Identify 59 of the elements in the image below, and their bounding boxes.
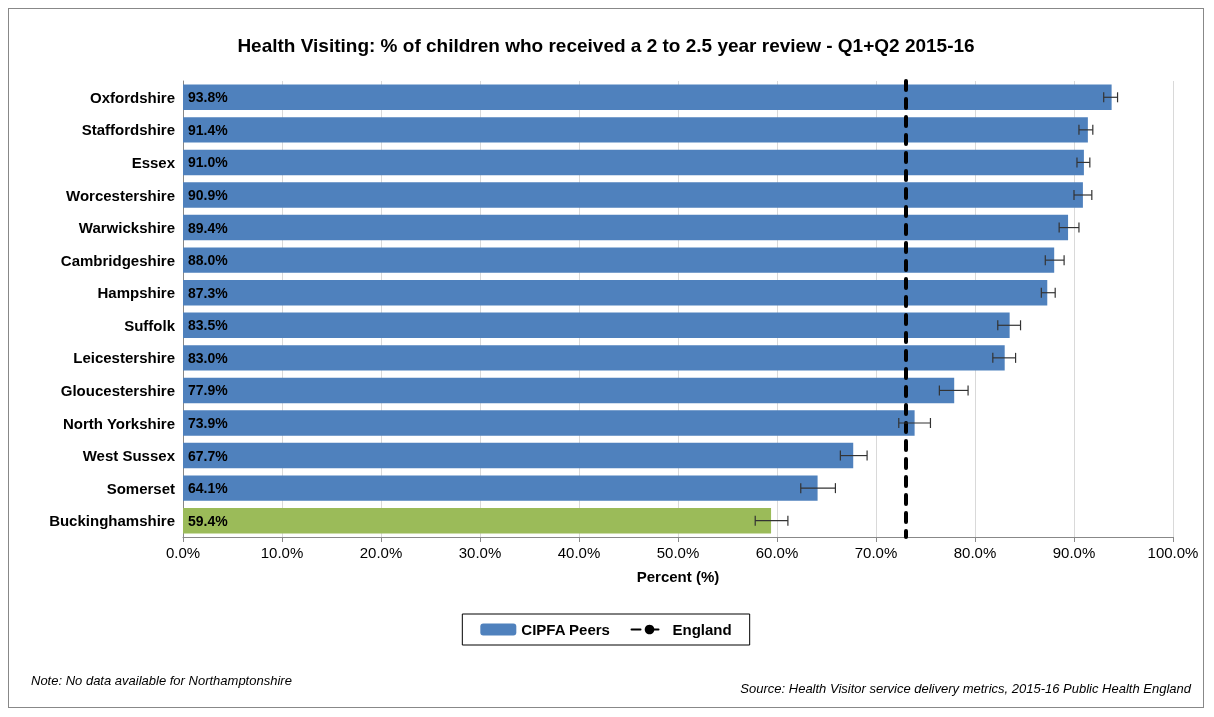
- chart-title: Health Visiting: % of children who received a 2 to 2.5 year review - Q1+Q2 2015-16: [237, 35, 975, 56]
- data-label: 91.4%: [188, 121, 229, 138]
- bar: [183, 149, 1084, 176]
- bar: [183, 214, 1069, 241]
- bar: [183, 182, 1083, 208]
- x-tick-label: 90.0%: [1052, 544, 1096, 561]
- y-tick-label: Oxfordshire: [89, 88, 175, 106]
- data-label: 88.0%: [188, 252, 229, 269]
- x-tick-label: 40.0%: [557, 544, 601, 561]
- data-label: 90.9%: [188, 187, 229, 203]
- data-label: 89.4%: [188, 219, 229, 236]
- bar: [183, 475, 818, 501]
- source-note: Source: Health Visitor service delivery metrics, 2015-16 Public Health England: [740, 681, 1192, 696]
- data-label: 67.7%: [188, 447, 229, 464]
- data-label: 64.1%: [188, 480, 229, 497]
- y-tick-label: Gloucestershire: [60, 381, 175, 399]
- y-tick-label: Cambridgeshire: [60, 251, 175, 269]
- bar: [183, 117, 1088, 143]
- y-tick-label: North Yorkshire: [63, 414, 175, 432]
- x-tick-label: 30.0%: [458, 544, 502, 561]
- bar: [183, 508, 772, 534]
- y-tick-label: Essex: [131, 153, 176, 171]
- x-tick-label: 70.0%: [854, 544, 898, 561]
- text: Note: No data available for Northamptonshire: [31, 673, 292, 688]
- legend-label: CIPFA Peers: [521, 621, 610, 638]
- y-tick-label: Staffordshire: [81, 121, 175, 139]
- x-tick-label: 10.0%: [260, 544, 304, 561]
- x-axis-title: Percent (%): [636, 568, 720, 585]
- x-tick-label: 0.0%: [165, 544, 201, 561]
- bar: [183, 410, 915, 436]
- y-tick-label: Hampshire: [97, 284, 175, 302]
- x-tick-label: 100.0%: [1147, 544, 1199, 561]
- y-tick-label: Leicestershire: [73, 349, 175, 367]
- legend-label: England: [672, 621, 732, 638]
- bar: [183, 345, 1005, 371]
- bar: [183, 312, 1010, 338]
- x-tick-label: 80.0%: [953, 544, 997, 561]
- bar: [183, 442, 854, 469]
- data-label: 87.3%: [188, 284, 229, 301]
- bar: [183, 377, 955, 404]
- bar: [183, 247, 1055, 273]
- bar: [183, 84, 1112, 110]
- data-label: 91.0%: [188, 154, 229, 171]
- data-label: 83.0%: [188, 349, 229, 366]
- y-tick-label: Worcestershire: [66, 186, 175, 204]
- y-tick-label: Warwickshire: [78, 219, 175, 237]
- x-tick-label: 60.0%: [755, 544, 799, 561]
- data-label: 73.9%: [188, 415, 229, 431]
- x-tick-label: 20.0%: [359, 544, 403, 561]
- y-tick-label: Suffolk: [124, 316, 176, 334]
- data-label: 77.9%: [188, 382, 229, 399]
- data-label: 59.4%: [188, 512, 229, 529]
- data-label: 93.8%: [188, 89, 229, 106]
- bar: [183, 280, 1048, 306]
- data-label: 83.5%: [188, 317, 229, 334]
- x-tick-label: 50.0%: [656, 544, 700, 561]
- y-tick-label: Somerset: [106, 479, 175, 497]
- y-tick-label: West Sussex: [82, 447, 176, 465]
- y-tick-label: Buckinghamshire: [49, 512, 175, 530]
